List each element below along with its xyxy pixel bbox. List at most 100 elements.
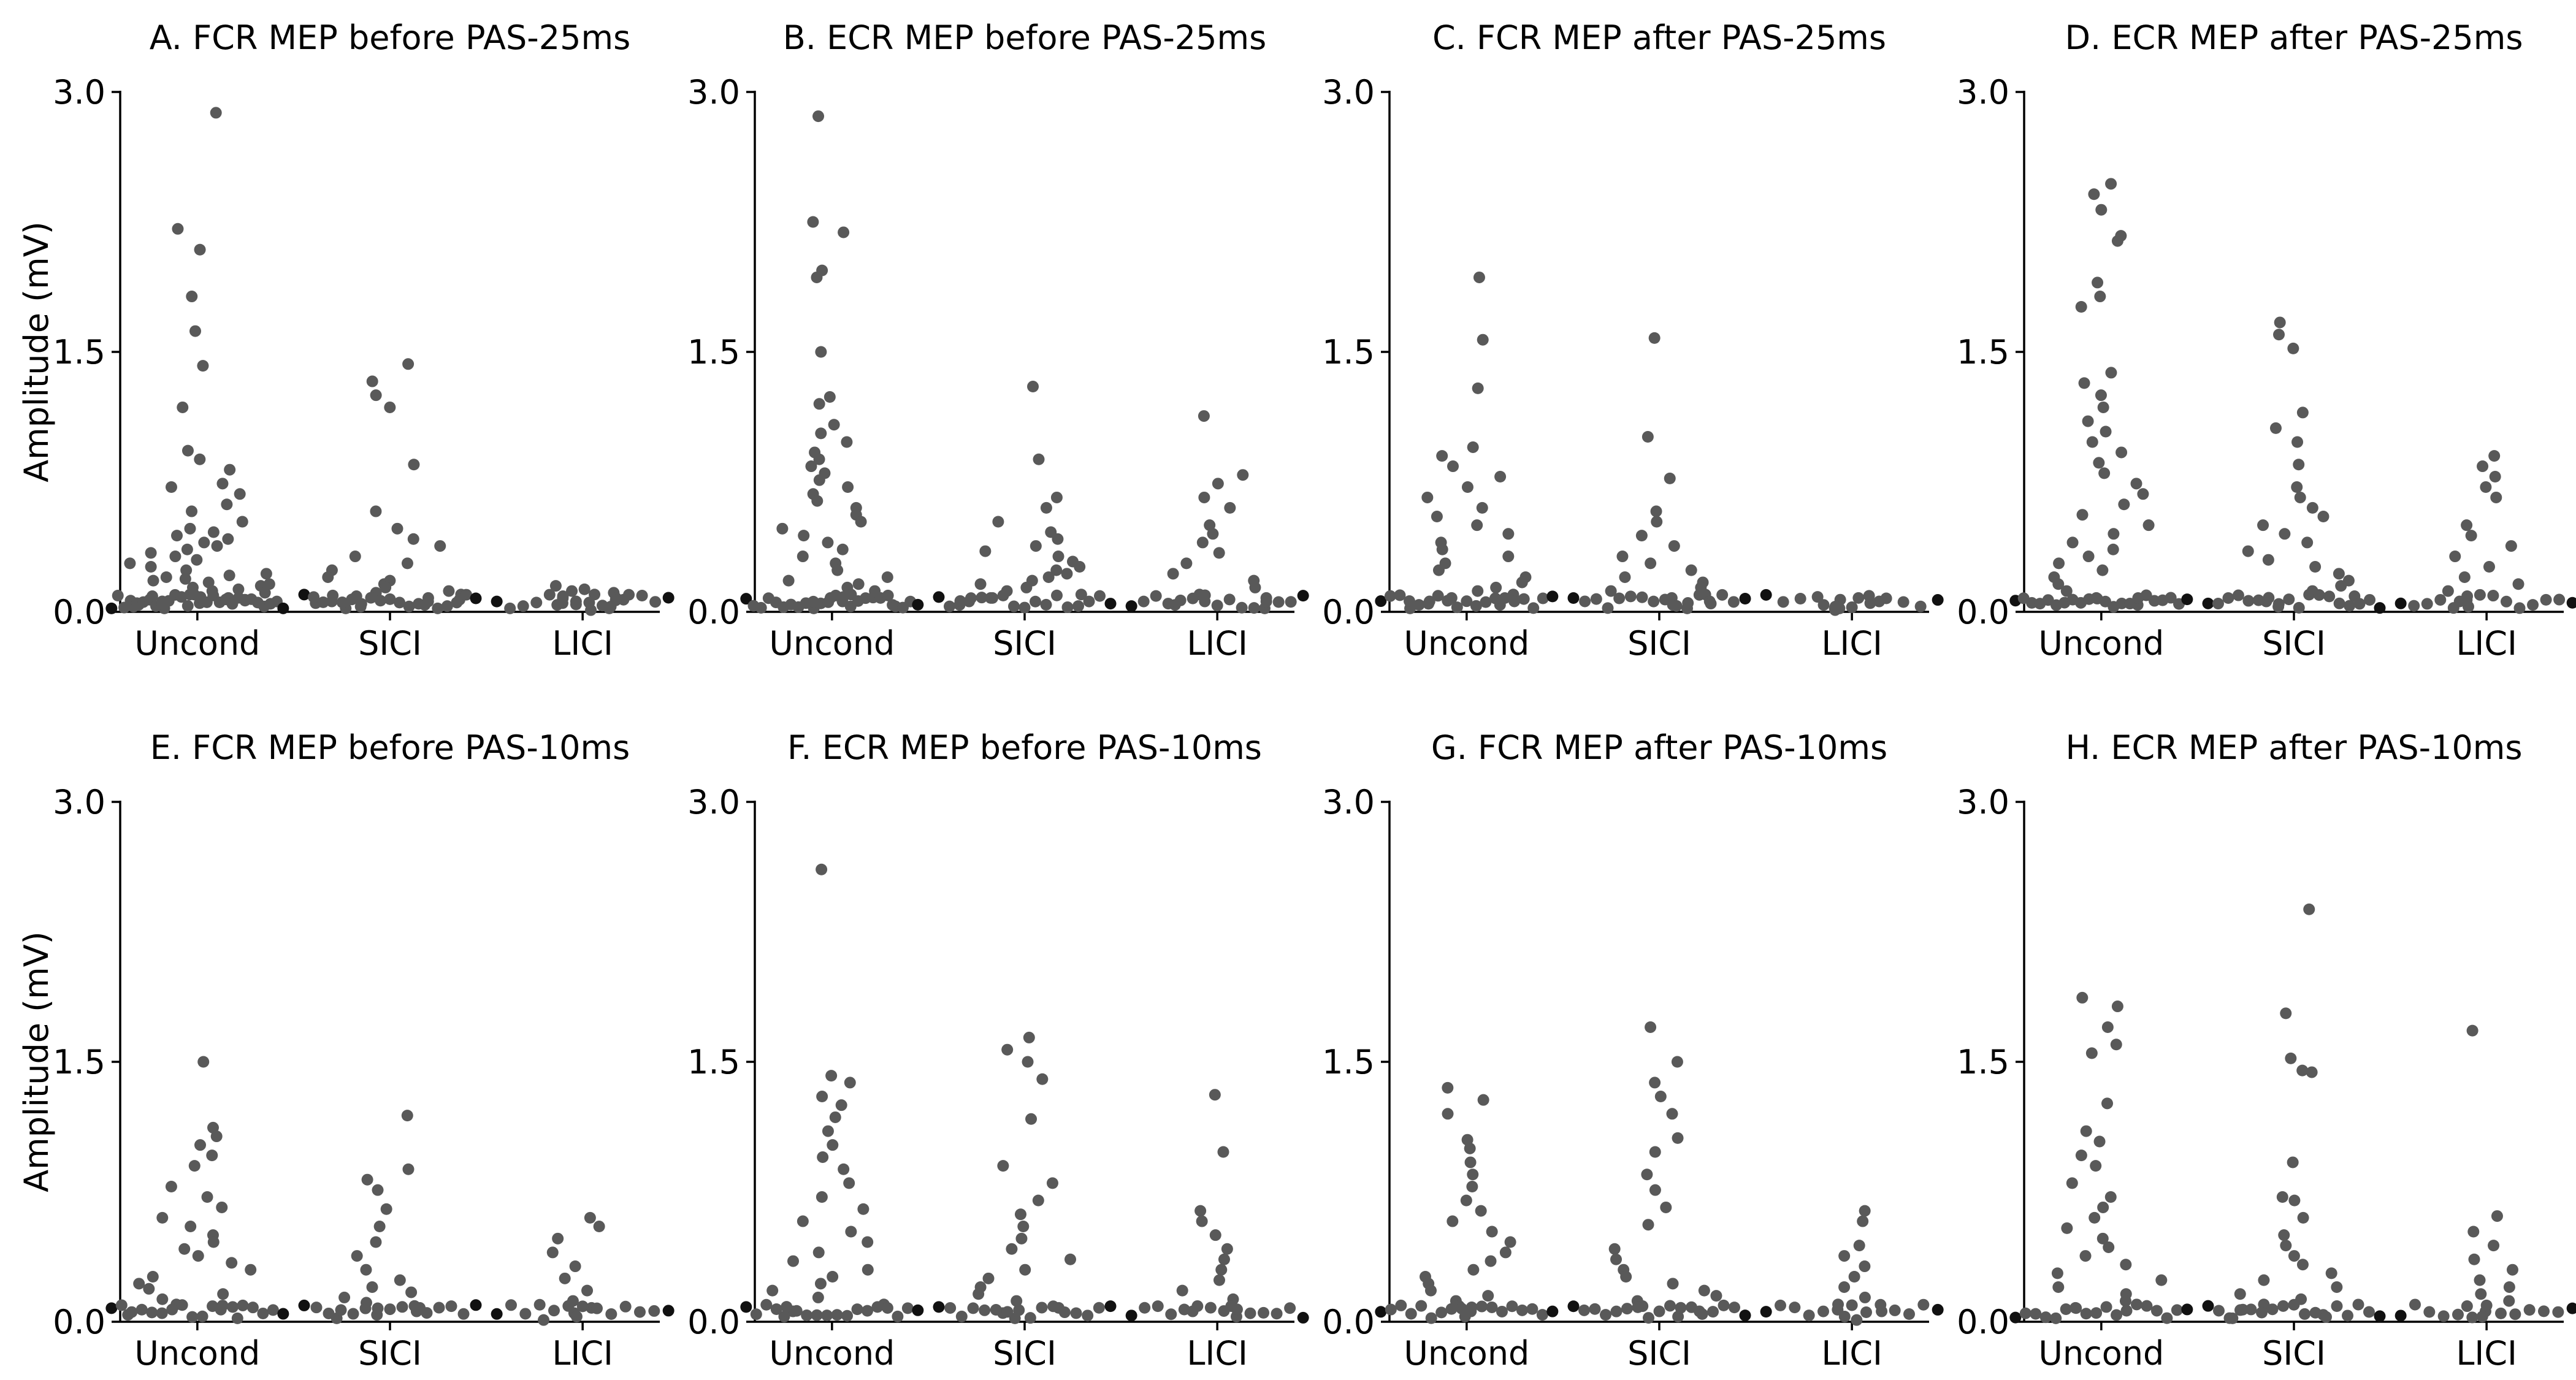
data-point — [156, 1211, 169, 1224]
data-point — [2093, 457, 2105, 469]
data-point — [402, 358, 415, 370]
data-point — [1447, 1215, 1459, 1227]
data-point — [2297, 1211, 2309, 1224]
data-point — [1384, 590, 1396, 602]
data-point — [2458, 571, 2471, 583]
data-point — [1014, 1208, 1026, 1221]
data-point — [1838, 1250, 1851, 1262]
data-point — [857, 1203, 869, 1215]
data-point — [1194, 1205, 1207, 1217]
data-point — [1616, 551, 1629, 563]
data-point — [1875, 1298, 1887, 1311]
data-point — [210, 1130, 223, 1143]
data-point — [881, 571, 893, 583]
data-point — [822, 596, 835, 608]
data-point — [1642, 1219, 1654, 1231]
data-point — [782, 574, 795, 587]
data-point — [165, 1181, 177, 1193]
data-point — [1473, 271, 1485, 283]
data-point — [2288, 1298, 2300, 1311]
series-uncond — [2009, 991, 2193, 1324]
data-point — [2487, 590, 2499, 602]
data-point — [933, 1301, 945, 1313]
data-point — [257, 1307, 269, 1319]
data-point — [2130, 1298, 2142, 1311]
data-point — [2118, 498, 2130, 511]
data-point — [2306, 1066, 2318, 1078]
data-point — [530, 597, 543, 609]
data-point — [221, 498, 233, 511]
data-point — [2309, 1306, 2322, 1319]
data-point — [2242, 595, 2255, 607]
data-point — [234, 488, 246, 500]
data-point — [1083, 595, 1095, 608]
data-point — [1667, 1278, 1679, 1290]
y-tick-label: 1.5 — [687, 1043, 740, 1081]
data-point — [584, 1211, 596, 1224]
data-point — [1217, 1146, 1229, 1158]
data-point — [1666, 1108, 1678, 1120]
data-point — [308, 591, 320, 603]
data-point — [2553, 593, 2566, 606]
data-point — [2066, 1177, 2078, 1189]
x-tick-label: LICI — [1187, 624, 1248, 663]
data-point — [1058, 1306, 1071, 1319]
data-point — [147, 574, 159, 587]
data-point — [1471, 519, 1483, 532]
y-axis-label: Amplitude (mV) — [17, 931, 56, 1192]
data-point — [1504, 1236, 1516, 1248]
data-point — [198, 536, 210, 549]
data-point — [770, 1303, 782, 1316]
data-point — [146, 1306, 158, 1319]
data-point — [1460, 1194, 1472, 1207]
data-point — [813, 474, 825, 486]
data-point — [1415, 1300, 1428, 1312]
data-point — [816, 1091, 828, 1103]
data-point — [1423, 598, 1435, 610]
y-tick-label: 0.0 — [687, 1303, 740, 1341]
data-point — [1705, 598, 1717, 610]
data-point — [740, 593, 752, 605]
data-point — [979, 545, 992, 557]
series-lici — [1125, 1089, 1309, 1324]
series-lici — [1760, 1205, 1944, 1326]
data-point — [552, 1232, 564, 1245]
data-point — [2101, 1021, 2114, 1033]
data-point — [2141, 1300, 2153, 1312]
data-point — [1675, 1302, 1687, 1314]
series-uncond — [1375, 1081, 1559, 1324]
data-point — [546, 1246, 559, 1259]
data-point — [623, 589, 635, 601]
data-point — [1716, 589, 1729, 601]
data-point — [1851, 1314, 1863, 1326]
data-point — [2317, 511, 2329, 523]
data-point — [1641, 1168, 1653, 1181]
data-point — [1082, 1309, 1094, 1322]
data-point — [543, 589, 556, 601]
y-tick-label: 0.0 — [1957, 593, 2009, 631]
data-point — [2503, 1281, 2515, 1293]
panel-e: E. FCR MEP before PAS-10ms 0.0 1.5 3.0 Ampli… — [17, 728, 675, 1373]
data-point — [841, 436, 853, 448]
data-point — [807, 216, 819, 228]
data-point — [2052, 1281, 2065, 1293]
data-point — [1486, 1301, 1498, 1313]
data-point — [1424, 1284, 1437, 1297]
panel-title: C. FCR MEP after PAS-25ms — [1432, 18, 1886, 57]
data-point — [1650, 505, 1662, 517]
data-point — [1470, 600, 1482, 612]
data-point — [2352, 1298, 2364, 1311]
data-point — [105, 602, 118, 614]
data-point — [401, 1110, 413, 1122]
data-point — [2301, 536, 2314, 549]
x-tick-label: SICI — [2262, 1334, 2326, 1373]
data-point — [954, 595, 966, 607]
data-point — [105, 1302, 118, 1314]
y-tick-label: 3.0 — [687, 73, 740, 112]
data-point — [1466, 1181, 1478, 1193]
data-point — [1494, 471, 1507, 483]
x-tick-label: Uncond — [1404, 624, 1529, 663]
panel-title: E. FCR MEP before PAS-10ms — [150, 728, 630, 767]
data-point — [1589, 1303, 1601, 1315]
data-point — [408, 1300, 421, 1312]
